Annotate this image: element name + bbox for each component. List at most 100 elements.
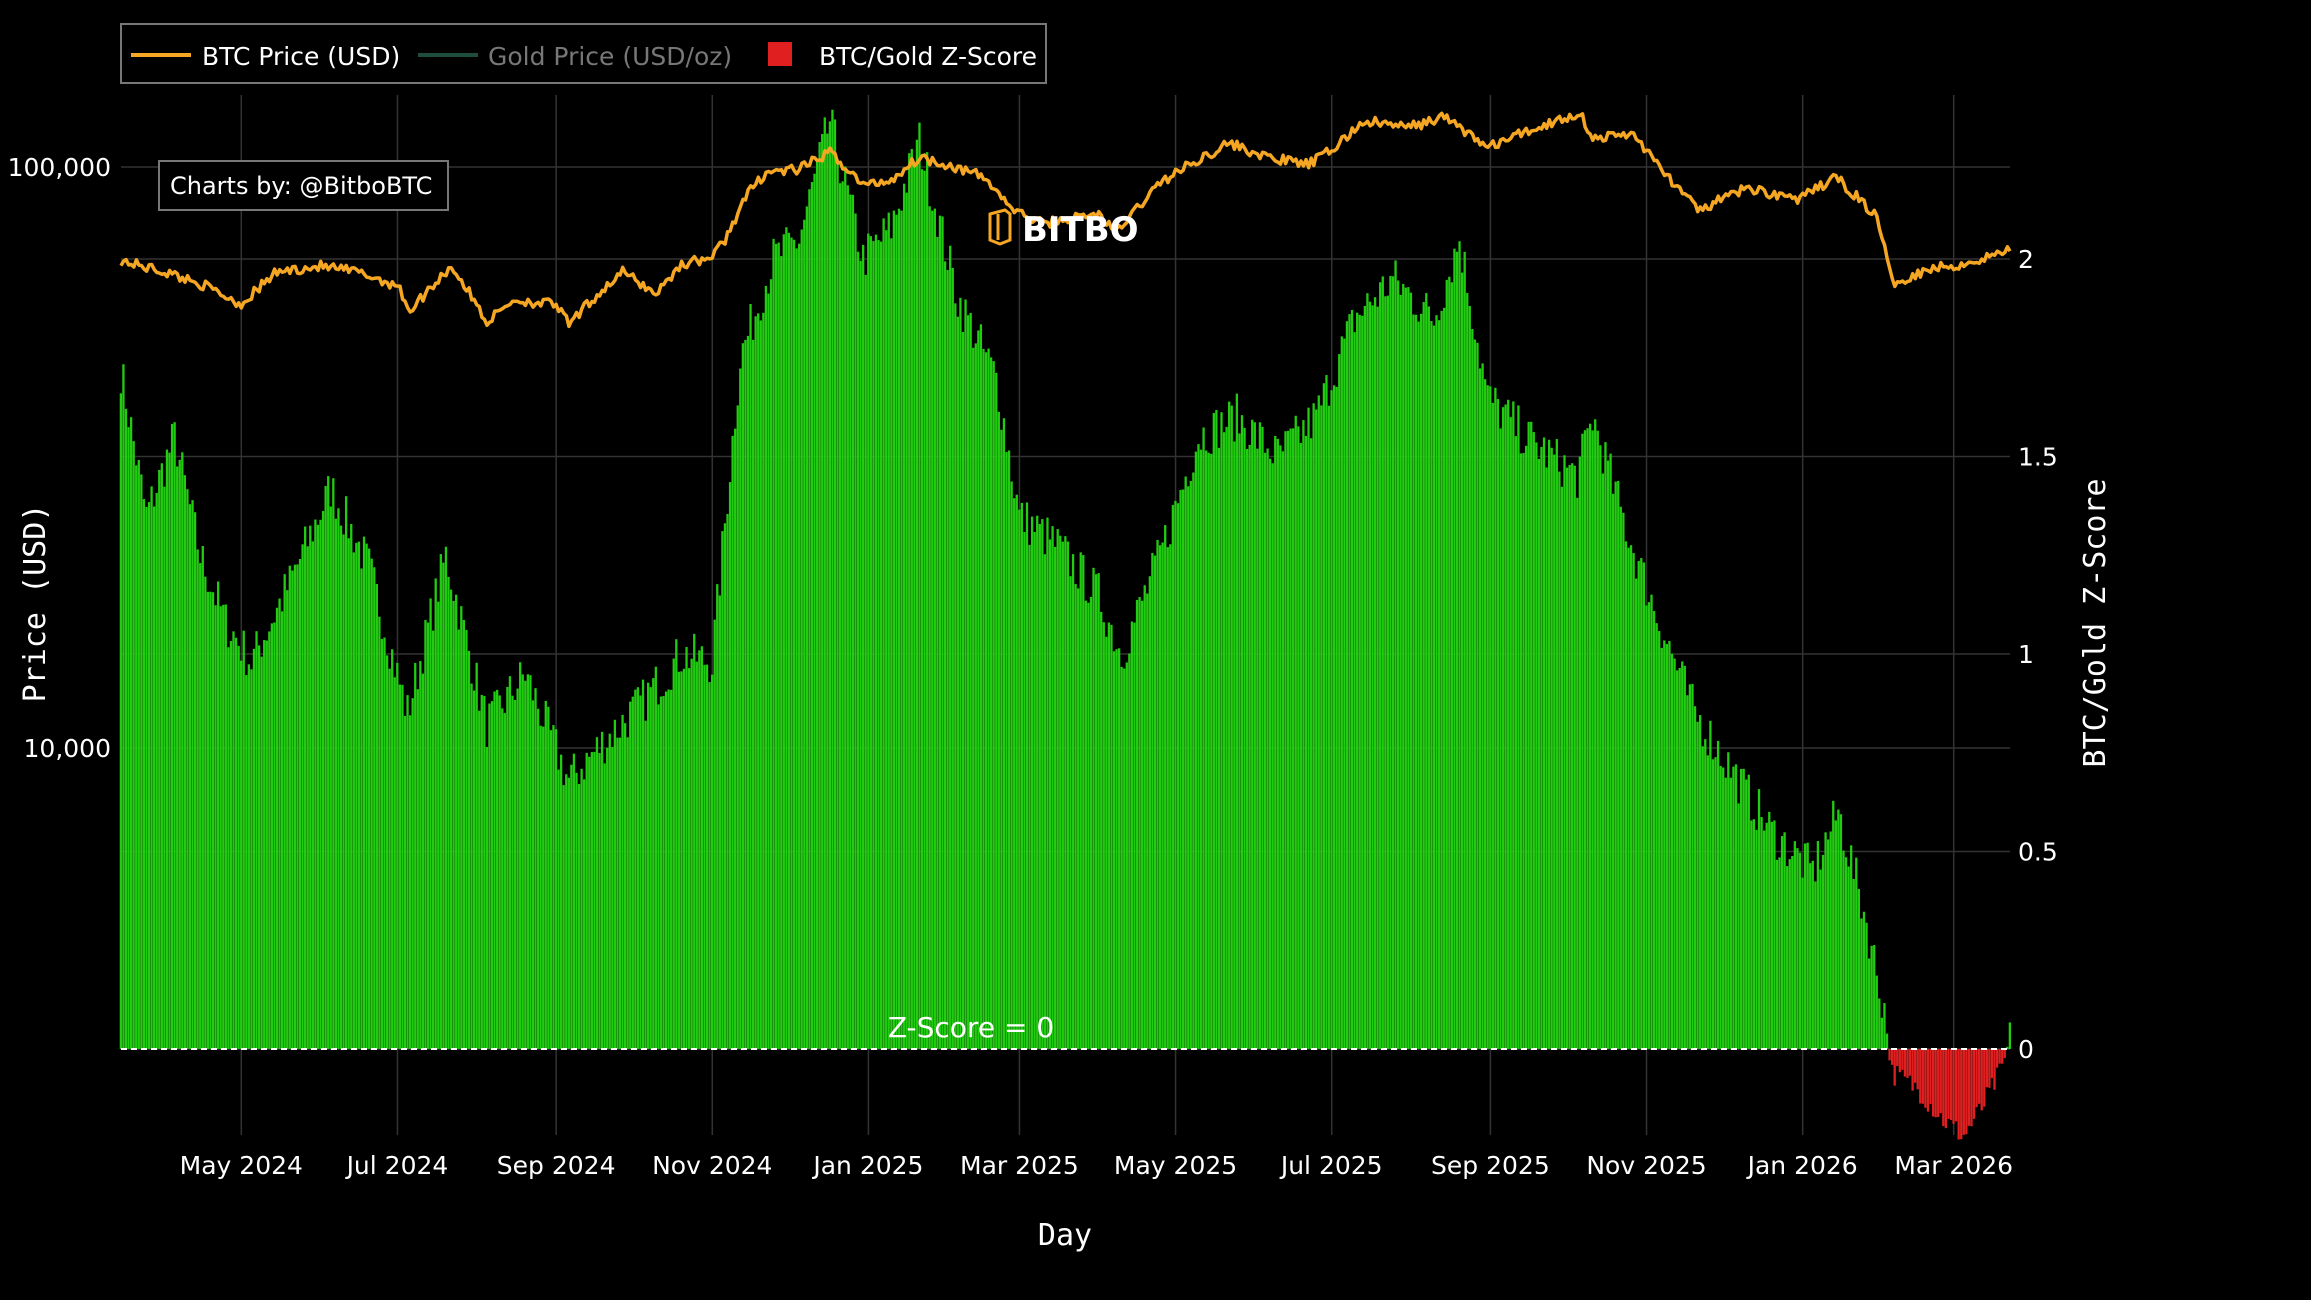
zscore-bar (877, 240, 880, 1050)
zscore-bar (1793, 841, 1797, 1049)
zscore-bar (524, 680, 527, 1049)
zscore-bar (447, 576, 450, 1049)
zscore-bar (1501, 407, 1505, 1049)
zscore-bar (928, 206, 931, 1049)
btc-legend-label: BTC Price (USD) (202, 42, 400, 71)
zscore-bar (562, 785, 565, 1049)
zscore-bar (769, 279, 773, 1050)
zscore-bar (1724, 777, 1727, 1049)
zscore-bar (485, 747, 489, 1049)
zscore-bar (631, 696, 634, 1049)
zscore-bar (1683, 665, 1686, 1049)
zscore-bar (1617, 480, 1620, 1050)
credit-box: Charts by: @BitboBTC (158, 160, 449, 211)
zscore-bar (1394, 260, 1397, 1049)
zscore-bar (1998, 1049, 2001, 1064)
legend-item-btc[interactable]: BTC Price (USD) (131, 42, 400, 71)
bitbo-logo-icon (988, 208, 1012, 246)
zscore-bar (1729, 777, 1733, 1049)
zscore-bar (1133, 622, 1136, 1049)
zscore-legend-label: BTC/Gold Z-Score (819, 42, 1037, 71)
zscore-bar (1158, 545, 1162, 1049)
zscore-bar (301, 544, 304, 1049)
zscore-bar (1192, 472, 1195, 1050)
zscore-bar (1292, 428, 1295, 1049)
zscore-bar (406, 695, 409, 1049)
y-left-tick-label: 100,000 (8, 153, 111, 182)
zscore-bar (1089, 596, 1093, 1049)
zscore-bar (191, 500, 194, 1050)
zscore-bar (1834, 820, 1837, 1049)
zscore-bar (1627, 547, 1630, 1049)
zscore-bar (762, 312, 765, 1049)
zscore-bar (977, 330, 980, 1049)
zscore-bar (1222, 432, 1226, 1050)
legend-item-gold[interactable]: Gold Price (USD/oz) (418, 42, 732, 71)
zscore-bar (1402, 283, 1405, 1049)
zscore-bar (1714, 757, 1717, 1049)
zscore-bar (465, 630, 468, 1049)
zscore-bar (757, 313, 760, 1050)
zscore-bar (183, 475, 187, 1049)
bitbo-watermark: BITBO (988, 208, 1139, 250)
x-tick-label: Nov 2024 (652, 1151, 772, 1180)
zscore-bar (1455, 251, 1459, 1049)
zscore-bar (1448, 276, 1451, 1049)
zscore-bar (1747, 774, 1750, 1049)
zscore-bar (457, 629, 460, 1049)
zscore-bar (606, 747, 609, 1049)
zscore-bar (670, 689, 673, 1049)
zscore-bar (1821, 854, 1825, 1049)
zscore-bar (808, 189, 811, 1049)
zscore-bar (872, 241, 875, 1049)
zscore-bar (1867, 958, 1871, 1049)
zscore-bar (368, 548, 371, 1049)
zscore-bar (1102, 622, 1105, 1049)
zscore-bar (997, 411, 1000, 1050)
zscore-bar (787, 232, 791, 1049)
zscore-bar (362, 536, 366, 1049)
zscore-bar (1594, 419, 1597, 1049)
zscore-bar (1596, 430, 1599, 1049)
zscore-bar (449, 589, 453, 1049)
zscore-bar (626, 737, 629, 1049)
zscore-bar (1212, 412, 1215, 1049)
zscore-bar (639, 695, 642, 1049)
zscore-bar (1878, 998, 1881, 1049)
x-tick-label: Mar 2025 (960, 1151, 1079, 1180)
zscore-bar (263, 640, 266, 1049)
zscore-bar (1194, 451, 1198, 1049)
zscore-bar (1768, 811, 1771, 1049)
zscore-bar (1135, 599, 1139, 1049)
zscore-bar (240, 660, 243, 1049)
x-axis-ticks: May 2024 Jul 2024 Sep 2024 Nov 2024 Jan 2025… (180, 1151, 2013, 1180)
zscore-bar (1361, 315, 1364, 1049)
zscore-bar (1435, 315, 1438, 1049)
zscore-bar (941, 216, 944, 1049)
zscore-bar (1970, 1049, 1973, 1127)
zscore-bar (501, 708, 504, 1049)
zscore-bar (1437, 320, 1441, 1049)
zscore-bar (874, 234, 878, 1049)
zscore-bar (1404, 287, 1407, 1049)
zscore-bar (772, 238, 775, 1049)
zscore-bar (1563, 455, 1566, 1050)
zscore-bar (1064, 536, 1067, 1049)
zscore-bar (641, 679, 645, 1049)
zscore-bar (1010, 481, 1013, 1049)
zscore-bar (135, 465, 138, 1049)
zscore-bar (910, 148, 913, 1049)
zscore-bar (163, 486, 166, 1049)
zscore-bar (685, 647, 688, 1049)
zscore-bar (1640, 558, 1643, 1049)
zscore-bar (1156, 539, 1159, 1049)
zscore-bar (698, 650, 701, 1049)
zscore-bar (1611, 493, 1615, 1050)
zscore-bar (1839, 814, 1843, 1049)
zscore-bar (286, 590, 289, 1049)
zscore-bar (1778, 857, 1781, 1049)
bitbo-logo-text: BITBO (1022, 210, 1139, 250)
legend-item-zscore[interactable]: BTC/Gold Z-Score (768, 42, 1037, 71)
zscore-bar (508, 676, 512, 1049)
zscore-bar (882, 218, 885, 1050)
